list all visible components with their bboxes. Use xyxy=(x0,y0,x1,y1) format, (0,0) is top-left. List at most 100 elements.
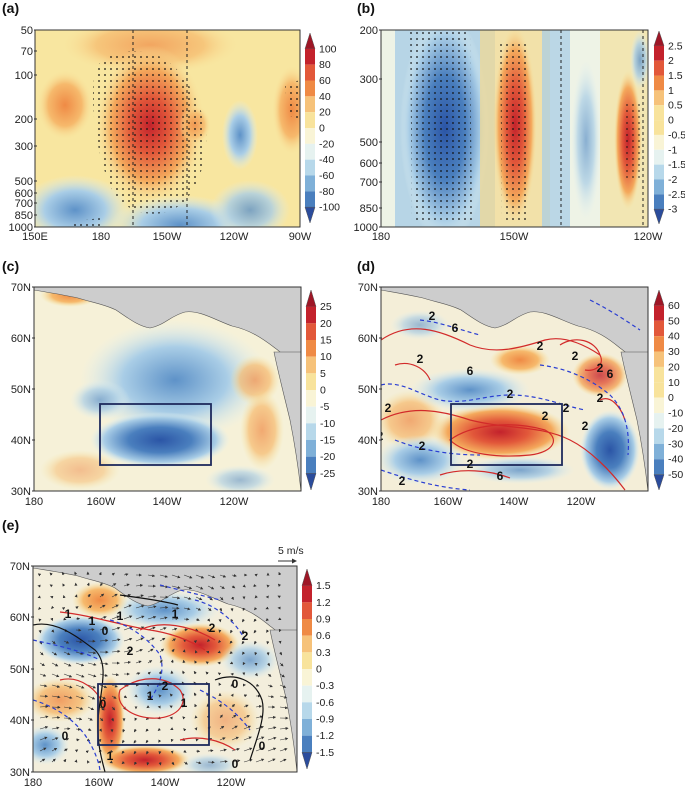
colorbar-segment xyxy=(654,382,664,398)
panel-b-colorbar: 2.5 2 1.5 1 0.5 0 -0.5 -1 -1.5 -2 -2.5 -3 xyxy=(653,30,685,225)
colorbar-label: 40 xyxy=(668,331,680,343)
wind-vector xyxy=(279,737,289,741)
colorbar-label: 0 xyxy=(668,392,674,404)
colorbar-end-triangle xyxy=(305,473,317,491)
colorbar-end-triangle xyxy=(653,30,665,47)
x-tick-label: 180 xyxy=(92,231,110,243)
wind-vector xyxy=(158,739,162,743)
wind-vector xyxy=(195,761,202,765)
wind-vector xyxy=(242,584,246,588)
wind-vector xyxy=(159,627,167,631)
wind-vector xyxy=(135,660,142,664)
wind-vector xyxy=(265,606,269,610)
wind-vector xyxy=(51,737,59,741)
wind-vector xyxy=(183,585,193,590)
colorbar-end-triangle xyxy=(301,568,313,586)
wind-vector xyxy=(253,629,257,634)
wind-vector xyxy=(51,605,55,609)
wind-vector xyxy=(277,595,281,599)
colorbar-segment xyxy=(654,194,664,210)
wind-vector xyxy=(231,747,240,752)
wind-vector xyxy=(195,596,203,601)
wind-vector xyxy=(231,759,241,763)
wind-vector xyxy=(123,573,129,577)
wind-vector xyxy=(87,717,93,721)
wind-vector xyxy=(231,714,237,719)
wind-vector xyxy=(207,618,211,622)
wind-vector xyxy=(159,659,163,664)
wind-vector xyxy=(183,574,193,579)
y-tick-label: 850 xyxy=(360,203,378,215)
wind-vector xyxy=(171,596,181,600)
y-tick-label: 50N xyxy=(10,664,30,676)
y-tick-label: 50N xyxy=(358,384,378,396)
colorbar-segment xyxy=(302,652,312,669)
wind-vector xyxy=(253,618,257,622)
wind-vector xyxy=(147,648,154,653)
y-tick-label: 1000 xyxy=(354,222,378,234)
y-tick-label: 60N xyxy=(358,333,378,345)
contour-label: 1 xyxy=(147,689,154,703)
y-tick-label: 40N xyxy=(11,435,31,447)
wind-vector xyxy=(135,583,144,587)
wind-vector xyxy=(74,594,78,598)
wind-vector xyxy=(111,695,117,699)
wind-vector xyxy=(39,705,49,709)
wind-vector xyxy=(121,750,125,754)
colorbar-segment xyxy=(302,602,312,619)
colorbar-segment xyxy=(306,390,316,407)
colorbar-segment xyxy=(305,48,315,65)
contour-label: 2 xyxy=(563,401,570,415)
colorbar-label: 0 xyxy=(319,123,325,135)
colorbar-label: -2.5 xyxy=(668,189,685,201)
colorbar-segment xyxy=(305,191,315,208)
wind-vector xyxy=(243,715,250,719)
colorbar-label: 0.5 xyxy=(668,100,683,112)
contour-label: 2 xyxy=(127,644,134,658)
wind-vector xyxy=(158,670,162,675)
colorbar-segment xyxy=(306,456,316,474)
y-tick-label: 500 xyxy=(15,176,33,188)
wind-vector xyxy=(243,725,252,730)
colorbar-segment xyxy=(654,60,664,76)
panel-e-x-ticks: 180 160W 140W 120W xyxy=(24,777,246,789)
wind-vector xyxy=(146,705,150,709)
panel-a-x-ticks: 150E 180 150W 120W 90W xyxy=(22,231,312,243)
colorbar-label: 2.5 xyxy=(668,40,683,52)
wind-vector xyxy=(205,661,209,665)
wind-vector xyxy=(207,607,212,612)
panel-a-field xyxy=(35,30,300,227)
panel-c-x-ticks: 180 160W 140W 120W xyxy=(25,496,249,508)
contour-label: 2 xyxy=(467,457,474,471)
colorbar-segment xyxy=(306,306,316,324)
wind-vector xyxy=(135,604,145,609)
wind-vector xyxy=(50,617,54,621)
colorbar-label: -0.3 xyxy=(316,680,334,692)
wind-vector xyxy=(279,662,284,667)
colorbar-label: -20 xyxy=(320,451,335,463)
wind-vector xyxy=(171,585,181,589)
contour-label: 2 xyxy=(597,391,604,405)
wind-vector xyxy=(183,749,187,753)
wind-vector xyxy=(99,684,108,689)
colorbar-label: 0 xyxy=(668,115,674,127)
colorbar-segment xyxy=(302,635,312,653)
wind-vector xyxy=(158,694,162,698)
colorbar-label: 0.6 xyxy=(316,630,331,642)
colorbar-label: 5 xyxy=(320,368,326,380)
wind-vector xyxy=(171,638,176,642)
colorbar-label: 25 xyxy=(320,301,332,313)
wind-vector xyxy=(75,651,84,655)
wind-vector xyxy=(267,758,276,763)
x-tick-label: 140W xyxy=(153,496,182,508)
wind-vector xyxy=(279,758,287,763)
y-tick-label: 50N xyxy=(11,384,31,396)
wind-vector xyxy=(157,727,161,731)
colorbar-segment xyxy=(302,585,312,603)
wind-vector xyxy=(193,670,197,675)
colorbar-label: 0 xyxy=(316,664,322,676)
